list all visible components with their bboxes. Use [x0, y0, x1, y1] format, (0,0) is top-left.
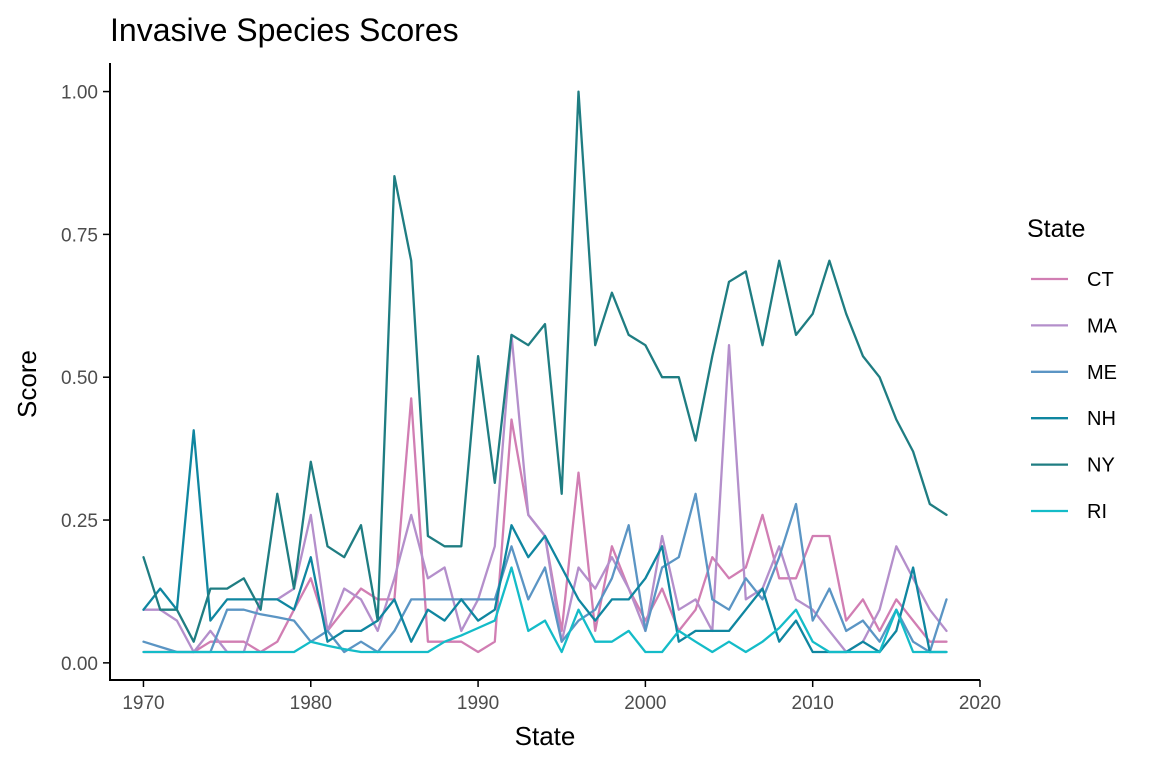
chart-title: Invasive Species Scores — [110, 12, 459, 48]
series-line-me — [142, 492, 948, 654]
x-tick-label: 2000 — [624, 693, 666, 714]
legend-label-ma: MA — [1087, 315, 1118, 337]
x-axis-ticks: 1970 1980 1990 2000 2010 2020 — [122, 680, 1001, 714]
y-axis-title: Score — [12, 350, 42, 418]
plot-area — [142, 90, 948, 654]
x-tick-label: 1970 — [122, 693, 164, 714]
series-line-ny — [142, 90, 948, 643]
y-tick-label: 0.75 — [61, 225, 98, 246]
y-tick-label: 0.25 — [61, 511, 98, 532]
legend-label-me: ME — [1087, 362, 1117, 384]
legend-label-ny: NY — [1087, 455, 1115, 477]
legend: State CT MA ME NH NY RI — [1027, 215, 1118, 523]
y-tick-label: 1.00 — [61, 83, 98, 104]
y-tick-label: 0.50 — [61, 368, 98, 389]
legend-title: State — [1027, 215, 1085, 243]
legend-label-ri: RI — [1087, 501, 1107, 523]
legend-label-ct: CT — [1087, 269, 1114, 291]
x-tick-label: 1990 — [457, 693, 499, 714]
series-line-nh — [142, 429, 948, 654]
x-tick-label: 1980 — [290, 693, 332, 714]
y-axis-ticks: 0.00 0.25 0.50 0.75 1.00 — [61, 83, 110, 675]
y-tick-label: 0.00 — [61, 654, 98, 675]
series-line-ri — [142, 566, 948, 654]
x-axis-title: State — [515, 721, 576, 751]
legend-label-nh: NH — [1087, 408, 1116, 430]
x-tick-label: 2020 — [959, 693, 1001, 714]
series-line-ma — [142, 333, 948, 654]
x-tick-label: 2010 — [792, 693, 834, 714]
